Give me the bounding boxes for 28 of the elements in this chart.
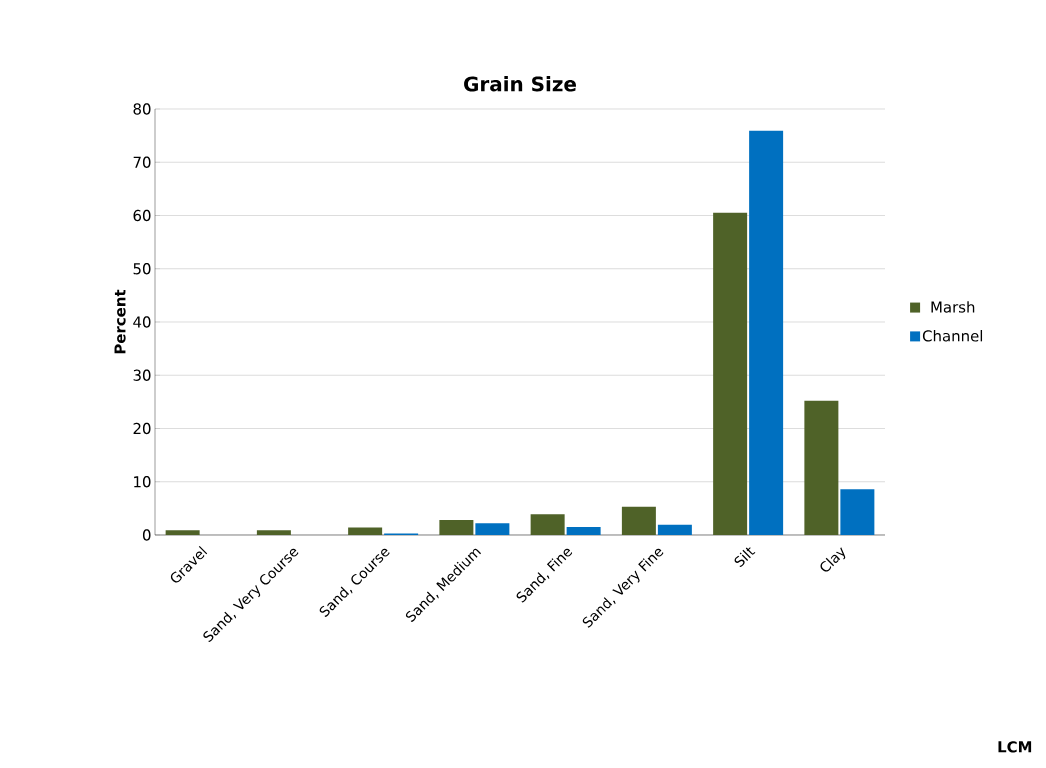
bar <box>657 524 692 535</box>
y-tick-label: 10 <box>134 476 151 488</box>
y-tick-label: 0 <box>142 529 151 541</box>
y-tick-label: 70 <box>133 156 151 168</box>
bar <box>840 489 875 535</box>
y-axis-title: Percent <box>114 289 126 354</box>
y-tick-label: 40 <box>133 316 151 328</box>
y-tick-label: 60 <box>133 209 151 222</box>
legend-label: Channel <box>922 329 983 342</box>
bar <box>348 527 383 535</box>
y-tick-label: 30 <box>133 369 151 381</box>
bar <box>621 506 656 535</box>
y-tick-label: 80 <box>133 103 151 115</box>
y-tick-label: 20 <box>133 422 151 435</box>
chart-title: Grain Size <box>464 76 576 92</box>
y-tick-label: 50 <box>133 263 151 275</box>
text: LCM <box>998 741 1032 753</box>
bar <box>439 520 474 535</box>
bar <box>256 530 291 535</box>
x-tick-label: Silt <box>734 547 756 568</box>
bar <box>475 523 510 535</box>
bar <box>530 514 565 535</box>
bar <box>566 527 601 535</box>
bar <box>804 400 839 535</box>
bar <box>713 212 748 535</box>
bar <box>165 530 200 535</box>
legend-label: Marsh <box>931 301 975 313</box>
bar <box>749 130 784 535</box>
